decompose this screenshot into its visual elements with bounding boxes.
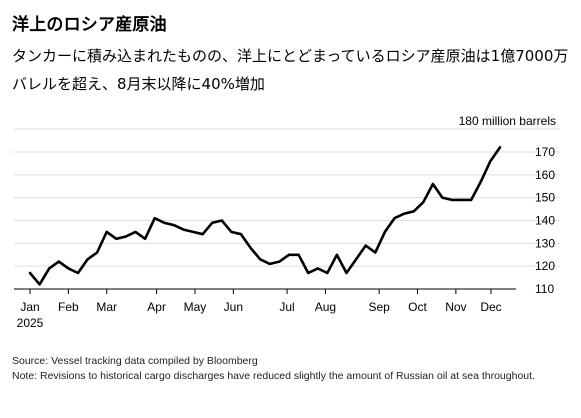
y-axis-unit-label: 180 million barrels xyxy=(459,114,556,128)
x-tick-label: Jan xyxy=(20,300,39,314)
y-tick-label: 170 xyxy=(535,145,555,159)
chart-title: 洋上のロシア産原油 xyxy=(12,15,167,35)
x-axis: Jan 2025 Feb Mar Apr May Jun Jul Aug Sep Oct Nov Dec xyxy=(14,288,516,330)
x-tick-label: Apr xyxy=(147,300,166,314)
series-layer xyxy=(28,146,502,286)
x-tick-label: Jul xyxy=(279,300,294,314)
x-tick-year-label: 2025 xyxy=(17,316,44,330)
x-tick-label: Nov xyxy=(445,300,466,314)
y-tick-label: 140 xyxy=(535,214,555,228)
source-note: Source: Vessel tracking data compiled by… xyxy=(12,355,258,367)
chart-footer: Source: Vessel tracking data compiled by… xyxy=(12,354,572,384)
x-tick-label: Jun xyxy=(224,300,243,314)
y-axis-ticks: 110 120 130 140 150 160 170 xyxy=(535,145,555,296)
y-tick-label: 110 xyxy=(535,282,554,296)
y-tick-label: 130 xyxy=(535,236,555,250)
revision-note: Note: Revisions to historical cargo disc… xyxy=(12,370,535,382)
x-tick-label: Aug xyxy=(315,300,336,314)
grid-lines xyxy=(14,128,560,267)
x-tick-label: May xyxy=(184,300,207,314)
y-tick-label: 160 xyxy=(535,168,555,182)
x-tick-label: Oct xyxy=(408,300,427,314)
x-tick-label: Sep xyxy=(368,300,390,314)
chart-subtitle: タンカーに積み込まれたものの、洋上にとどまっているロシア産原油は1億7000万バ… xyxy=(12,47,569,93)
series-line xyxy=(28,146,502,286)
x-tick-label: Mar xyxy=(96,300,117,314)
x-tick-label: Feb xyxy=(58,300,79,314)
y-tick-label: 150 xyxy=(535,191,555,205)
x-tick-label: Dec xyxy=(480,300,501,314)
y-tick-label: 120 xyxy=(535,259,555,273)
